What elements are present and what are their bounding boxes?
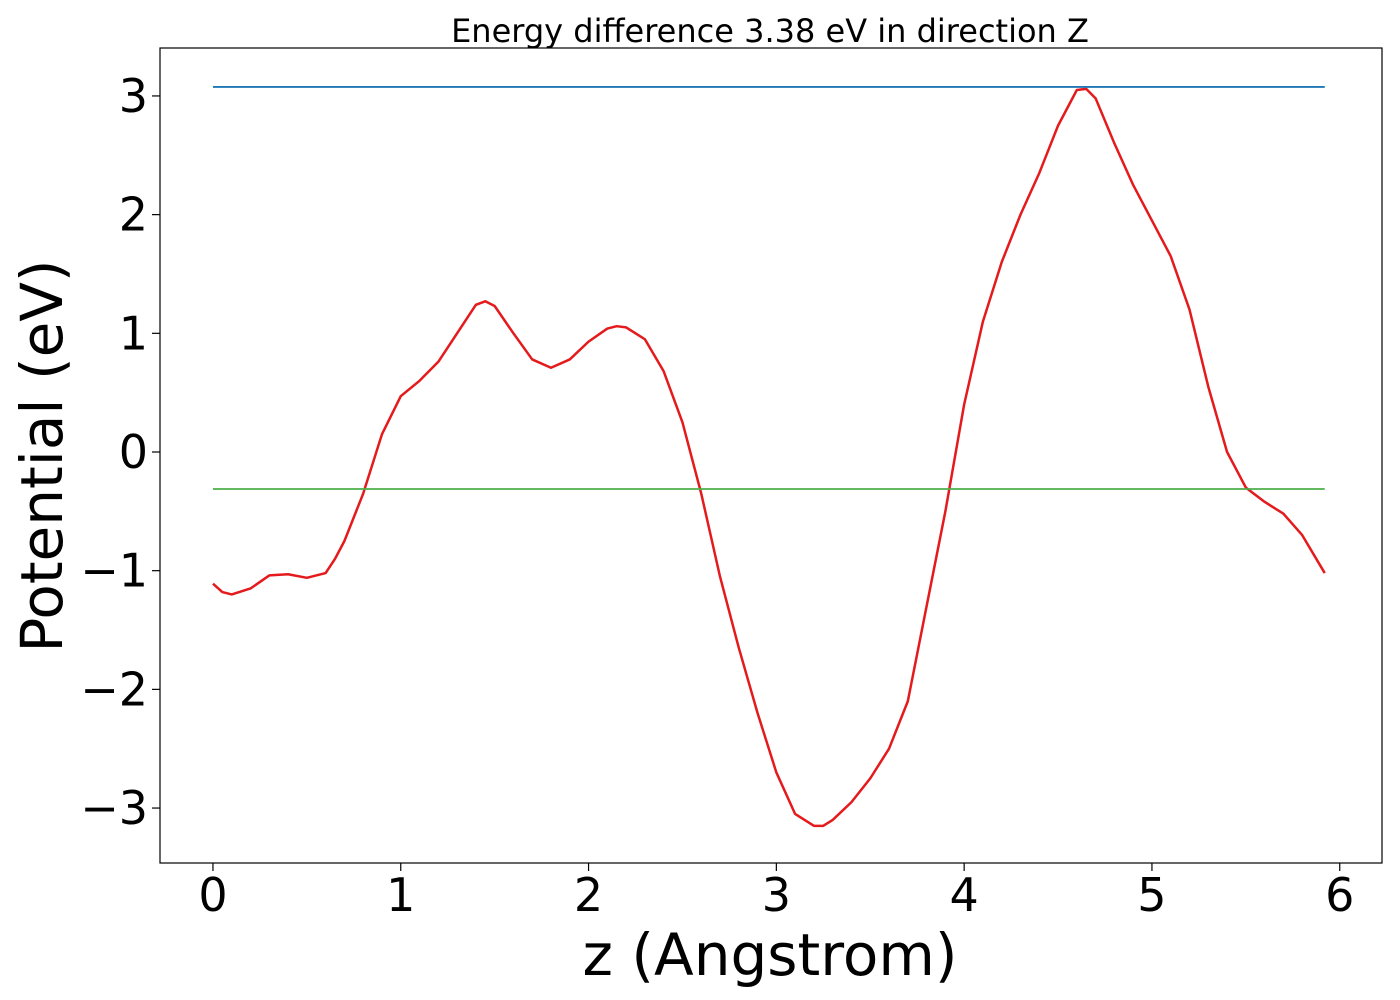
y-axis-label: Potential (eV): [8, 259, 76, 652]
x-tick-label: 3: [762, 868, 791, 922]
y-tick-label: 2: [119, 188, 148, 242]
y-tick-label: −2: [80, 662, 148, 716]
x-tick-label: 5: [1137, 868, 1166, 922]
y-tick-label: −3: [80, 781, 148, 835]
x-tick-label: 1: [386, 868, 415, 922]
x-tick-label: 0: [198, 868, 227, 922]
y-tick-label: 0: [119, 425, 148, 479]
x-tick-label: 2: [574, 868, 603, 922]
plot-frame: [159, 47, 1383, 864]
x-tick-label: 6: [1325, 868, 1354, 922]
x-axis-label: z (Angstrom): [583, 921, 958, 989]
data-line: [212, 87, 1326, 828]
y-tick-label: 3: [119, 69, 148, 123]
y-tick-label: 1: [119, 306, 148, 360]
x-tick-label: 4: [950, 868, 979, 922]
y-tick-label: −1: [80, 544, 148, 598]
chart-title: Energy difference 3.38 eV in direction Z: [451, 12, 1089, 50]
